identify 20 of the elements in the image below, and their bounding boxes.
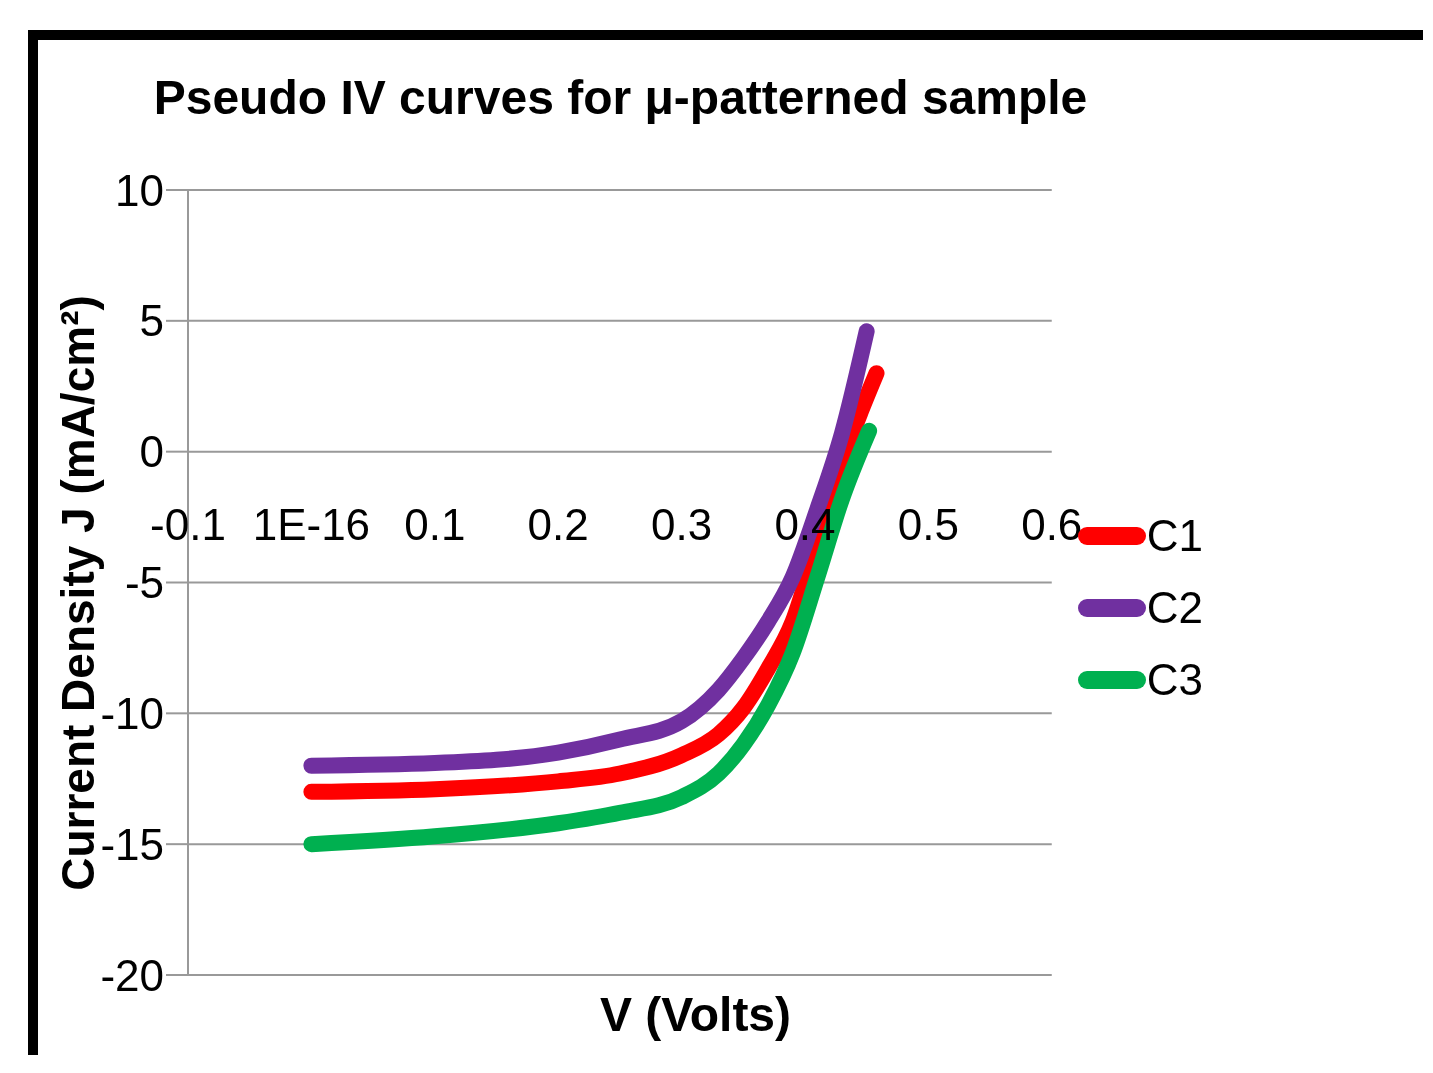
x-tick-label: 1E-16 [252,500,371,550]
y-tick-label: -10 [100,688,164,738]
x-tick-label: -0.1 [150,500,226,550]
x-axis-title: V (Volts) [599,988,792,1041]
x-tick-label: 0.5 [897,500,959,550]
legend-label: C1 [1146,510,1203,561]
legend-label: C2 [1146,582,1203,633]
x-tick-label: 0.1 [404,500,466,550]
y-tick-label: 5 [139,296,164,346]
y-tick-label: -15 [100,819,164,869]
y-tick-label: -5 [124,558,164,608]
x-tick-label: 0.3 [650,500,713,550]
chart-title: Pseudo IV curves for μ-patterned sample [152,70,1089,125]
y-tick-label: 10 [115,165,164,215]
y-tick-label: -20 [100,950,164,1000]
x-tick-label: 0.4 [774,500,836,550]
y-tick-label: 0 [139,427,164,477]
x-tick-label: 0.6 [1021,500,1083,550]
legend-label: C3 [1146,654,1203,705]
x-tick-label: 0.2 [527,500,589,550]
